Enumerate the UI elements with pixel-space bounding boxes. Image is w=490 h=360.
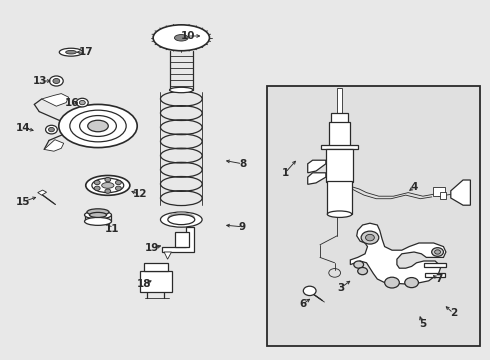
Bar bbox=[267, 86, 480, 346]
Circle shape bbox=[405, 278, 418, 288]
Ellipse shape bbox=[327, 211, 352, 217]
Circle shape bbox=[49, 76, 63, 86]
Text: 15: 15 bbox=[16, 197, 31, 207]
Polygon shape bbox=[350, 223, 446, 284]
Ellipse shape bbox=[168, 212, 195, 222]
Bar bbox=[175, 232, 189, 247]
Ellipse shape bbox=[87, 209, 109, 215]
Ellipse shape bbox=[86, 175, 130, 195]
Polygon shape bbox=[164, 252, 171, 259]
Ellipse shape bbox=[84, 211, 112, 219]
Text: 19: 19 bbox=[145, 243, 159, 253]
Circle shape bbox=[361, 231, 379, 244]
Polygon shape bbox=[451, 180, 470, 205]
Bar bbox=[440, 192, 446, 199]
Bar bbox=[329, 122, 350, 146]
Circle shape bbox=[432, 248, 443, 256]
Circle shape bbox=[385, 277, 399, 288]
Ellipse shape bbox=[102, 183, 114, 188]
Circle shape bbox=[94, 180, 100, 185]
Circle shape bbox=[49, 127, 54, 132]
Circle shape bbox=[105, 177, 111, 182]
Circle shape bbox=[94, 186, 100, 190]
Text: 5: 5 bbox=[419, 319, 426, 329]
Text: 6: 6 bbox=[299, 299, 306, 309]
Circle shape bbox=[53, 78, 60, 84]
Ellipse shape bbox=[174, 35, 188, 41]
Circle shape bbox=[354, 261, 364, 268]
Circle shape bbox=[116, 180, 122, 185]
Text: 10: 10 bbox=[180, 31, 195, 41]
Text: 1: 1 bbox=[282, 168, 289, 178]
Text: 18: 18 bbox=[137, 279, 152, 289]
Text: 11: 11 bbox=[104, 224, 119, 234]
Ellipse shape bbox=[168, 215, 195, 225]
Ellipse shape bbox=[161, 212, 202, 227]
Bar bbox=[326, 149, 353, 182]
Text: 17: 17 bbox=[78, 47, 93, 57]
Circle shape bbox=[46, 125, 57, 134]
Bar bbox=[144, 263, 168, 271]
Text: 4: 4 bbox=[410, 182, 418, 192]
Circle shape bbox=[76, 98, 88, 107]
Polygon shape bbox=[162, 227, 194, 252]
Polygon shape bbox=[308, 160, 326, 173]
Text: 12: 12 bbox=[132, 189, 147, 199]
Text: 2: 2 bbox=[450, 308, 457, 318]
Circle shape bbox=[303, 286, 316, 296]
Bar bbox=[424, 263, 446, 267]
Polygon shape bbox=[308, 173, 326, 184]
Text: 9: 9 bbox=[239, 222, 246, 232]
Polygon shape bbox=[42, 94, 69, 106]
Ellipse shape bbox=[89, 212, 107, 217]
Circle shape bbox=[366, 234, 374, 241]
Circle shape bbox=[116, 186, 122, 190]
Ellipse shape bbox=[170, 87, 193, 93]
Bar bbox=[433, 187, 445, 196]
Bar bbox=[327, 181, 352, 214]
Ellipse shape bbox=[59, 104, 137, 148]
Ellipse shape bbox=[88, 120, 108, 132]
Text: 8: 8 bbox=[239, 159, 246, 169]
Circle shape bbox=[358, 267, 368, 275]
Bar bbox=[337, 88, 342, 115]
Circle shape bbox=[79, 100, 85, 105]
Bar bbox=[321, 145, 358, 149]
Ellipse shape bbox=[59, 48, 83, 56]
Polygon shape bbox=[38, 190, 47, 195]
Circle shape bbox=[105, 189, 111, 193]
Bar bbox=[331, 113, 348, 124]
Ellipse shape bbox=[84, 217, 112, 225]
Ellipse shape bbox=[66, 50, 76, 54]
Ellipse shape bbox=[153, 25, 210, 51]
Text: 13: 13 bbox=[33, 76, 48, 86]
Bar bbox=[140, 271, 171, 292]
Text: 16: 16 bbox=[65, 98, 80, 108]
Text: 3: 3 bbox=[337, 283, 344, 293]
Bar bbox=[425, 273, 445, 277]
Circle shape bbox=[435, 250, 441, 254]
Text: 14: 14 bbox=[16, 123, 31, 133]
Text: 7: 7 bbox=[435, 274, 442, 284]
Polygon shape bbox=[44, 140, 64, 151]
